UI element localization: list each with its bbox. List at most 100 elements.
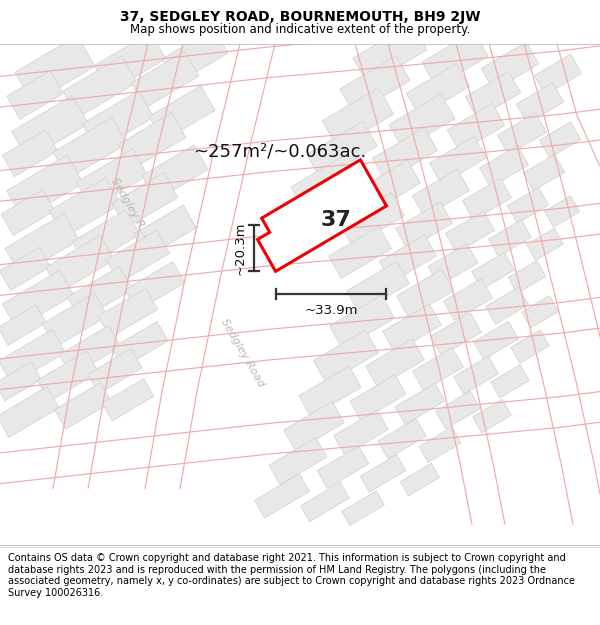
Polygon shape [466, 71, 521, 118]
Polygon shape [299, 366, 361, 417]
Polygon shape [88, 349, 142, 394]
Polygon shape [340, 56, 410, 114]
Polygon shape [118, 112, 186, 169]
Polygon shape [142, 145, 208, 201]
Polygon shape [436, 391, 481, 429]
Polygon shape [400, 463, 440, 496]
Polygon shape [508, 188, 548, 224]
Polygon shape [463, 178, 512, 220]
Polygon shape [340, 193, 404, 246]
Polygon shape [55, 382, 112, 429]
Polygon shape [383, 304, 442, 352]
Polygon shape [307, 121, 377, 179]
Polygon shape [112, 173, 178, 228]
Polygon shape [0, 305, 46, 345]
Polygon shape [517, 82, 563, 124]
Polygon shape [82, 91, 154, 151]
Polygon shape [473, 399, 511, 432]
Polygon shape [125, 261, 185, 311]
Polygon shape [481, 42, 539, 91]
Polygon shape [329, 226, 391, 278]
Polygon shape [1, 189, 55, 236]
Polygon shape [497, 112, 547, 155]
Text: Sedgley R...: Sedgley R... [109, 176, 151, 239]
Polygon shape [334, 410, 388, 455]
Polygon shape [284, 401, 344, 451]
Polygon shape [0, 329, 65, 384]
Polygon shape [523, 154, 565, 191]
Polygon shape [43, 293, 107, 347]
Polygon shape [447, 103, 505, 152]
Polygon shape [2, 270, 74, 329]
Polygon shape [473, 321, 518, 359]
Polygon shape [131, 51, 199, 107]
Polygon shape [379, 234, 437, 282]
Polygon shape [485, 287, 529, 324]
Polygon shape [72, 210, 140, 266]
Polygon shape [106, 230, 170, 283]
Text: 37, SEDGLEY ROAD, BOURNEMOUTH, BH9 2JW: 37, SEDGLEY ROAD, BOURNEMOUTH, BH9 2JW [120, 9, 480, 24]
Polygon shape [356, 160, 421, 214]
Text: 37: 37 [320, 210, 352, 230]
Polygon shape [257, 160, 386, 271]
Polygon shape [112, 321, 168, 368]
Polygon shape [322, 88, 394, 148]
Polygon shape [0, 362, 41, 401]
Polygon shape [413, 348, 463, 391]
Polygon shape [445, 211, 494, 253]
Polygon shape [545, 196, 580, 227]
Polygon shape [0, 386, 59, 438]
Polygon shape [488, 219, 532, 257]
Polygon shape [98, 288, 158, 338]
Polygon shape [341, 491, 385, 526]
Polygon shape [102, 379, 154, 421]
Polygon shape [395, 202, 452, 250]
Polygon shape [269, 438, 327, 484]
Polygon shape [134, 205, 196, 257]
Polygon shape [454, 356, 499, 394]
Polygon shape [479, 146, 529, 188]
Polygon shape [49, 177, 121, 238]
Polygon shape [365, 339, 424, 388]
Polygon shape [59, 326, 121, 376]
Polygon shape [395, 383, 445, 424]
Polygon shape [317, 446, 369, 488]
Polygon shape [63, 56, 137, 118]
Polygon shape [76, 149, 148, 209]
Polygon shape [7, 71, 63, 119]
Polygon shape [301, 482, 349, 522]
Polygon shape [397, 269, 454, 318]
Polygon shape [378, 419, 426, 459]
Polygon shape [11, 96, 88, 160]
Polygon shape [443, 279, 493, 321]
Polygon shape [291, 154, 361, 212]
Polygon shape [329, 295, 394, 349]
Polygon shape [347, 261, 409, 313]
Text: ~33.9m: ~33.9m [304, 304, 358, 317]
Text: ~257m²/~0.063ac.: ~257m²/~0.063ac. [193, 142, 367, 160]
Polygon shape [254, 474, 310, 518]
Polygon shape [46, 235, 114, 292]
Polygon shape [430, 136, 487, 184]
Polygon shape [431, 312, 481, 356]
Polygon shape [406, 63, 470, 116]
Polygon shape [508, 261, 546, 293]
Polygon shape [511, 330, 549, 363]
Text: ~20.3m: ~20.3m [233, 222, 247, 275]
Polygon shape [68, 266, 133, 320]
Polygon shape [149, 86, 215, 141]
Polygon shape [275, 187, 345, 244]
Polygon shape [419, 427, 461, 462]
Polygon shape [5, 214, 79, 275]
Polygon shape [539, 122, 581, 158]
Polygon shape [422, 31, 488, 87]
Polygon shape [428, 244, 478, 286]
Polygon shape [15, 36, 95, 103]
Polygon shape [37, 351, 98, 401]
Polygon shape [162, 28, 228, 84]
Polygon shape [472, 253, 514, 289]
Polygon shape [350, 374, 406, 421]
Polygon shape [389, 94, 455, 149]
Text: Sedgley Road: Sedgley Road [220, 317, 266, 389]
Polygon shape [491, 364, 529, 398]
